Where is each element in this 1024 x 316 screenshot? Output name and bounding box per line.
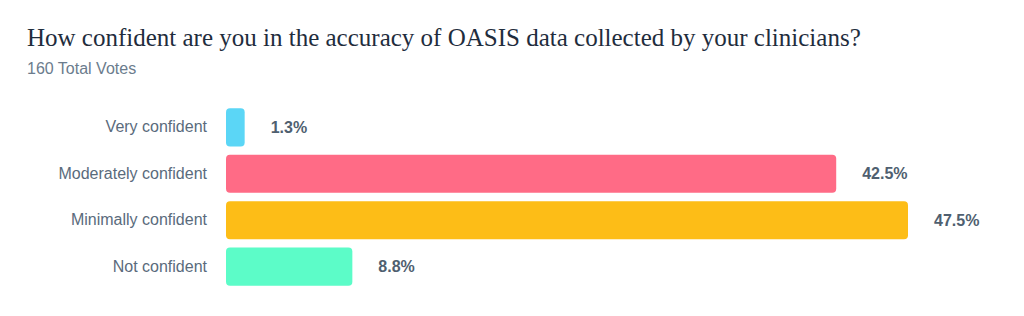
tick-label: Not confident	[113, 258, 208, 275]
chart: How confident are you in the accuracy of…	[0, 0, 1024, 316]
tick: Not confident	[113, 258, 208, 275]
bar	[226, 201, 908, 239]
data-label: 47.5%	[934, 212, 979, 229]
tick: Very confident	[106, 118, 208, 135]
tick-label: Minimally confident	[71, 211, 208, 228]
bars	[226, 108, 908, 285]
title: How confident are you in the accuracy of…	[27, 24, 861, 51]
data-label: 42.5%	[862, 165, 907, 182]
data-labels: 1.3% 42.5% 47.5% 8.8%	[271, 119, 980, 275]
tick: Minimally confident	[71, 211, 208, 228]
y-axis: Very confident Moderately confident Minima…	[58, 118, 207, 274]
tick-label: Very confident	[106, 118, 208, 135]
bar	[226, 108, 245, 146]
subtitle: 160 Total Votes	[27, 60, 136, 77]
data-label: 8.8%	[378, 258, 414, 275]
tick: Moderately confident	[58, 165, 207, 182]
bar	[226, 155, 836, 193]
tick-label: Moderately confident	[58, 165, 207, 182]
bar	[226, 248, 352, 286]
data-label: 1.3%	[271, 119, 307, 136]
